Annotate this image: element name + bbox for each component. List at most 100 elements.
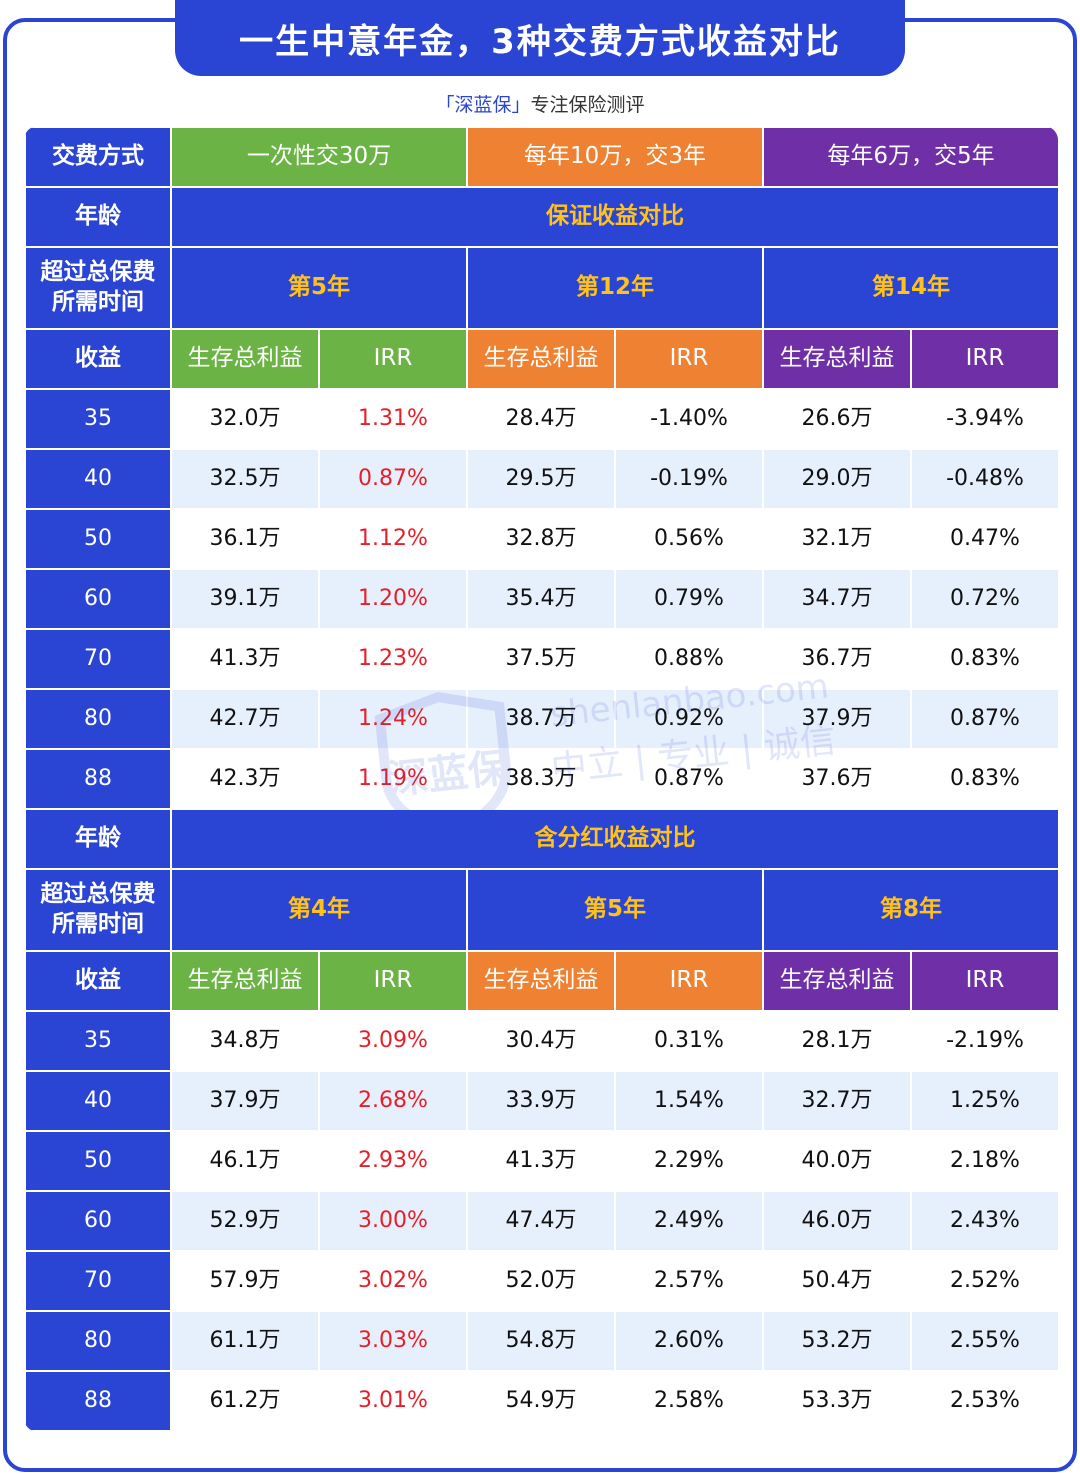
age-cell: 88 (24, 1370, 172, 1432)
irr-cell: -0.48% (910, 448, 1058, 510)
irr-cell: 3.03% (318, 1310, 468, 1372)
benefit-cell: 47.4万 (466, 1190, 616, 1252)
age-cell: 40 (24, 1070, 172, 1132)
irr-cell: 2.60% (614, 1310, 764, 1372)
benefit-cell: 33.9万 (466, 1070, 616, 1132)
benefit-cell: 37.6万 (762, 748, 912, 810)
benefit-cell: 34.7万 (762, 568, 912, 630)
payback-year: 第4年 (170, 868, 468, 952)
irr-cell: 2.18% (910, 1130, 1058, 1192)
benefit-header: 生存总利益 (170, 950, 320, 1012)
irr-cell: 1.20% (318, 568, 468, 630)
irr-header: IRR (614, 950, 764, 1012)
plan-single-payment: 一次性交30万 (170, 126, 468, 188)
payback-year: 第8年 (762, 868, 1058, 952)
subtitle-slogan: 专注保险测评 (530, 94, 645, 116)
benefit-cell: 34.8万 (170, 1010, 320, 1072)
table-row: 50 36.1万 1.12% 32.8万 0.56% 32.1万 0.47% (24, 508, 1058, 570)
table-row: 80 42.7万 1.24% 38.7万 0.92% 37.9万 0.87% (24, 688, 1058, 750)
table-row: 88 42.3万 1.19% 38.3万 0.87% 37.6万 0.83% (24, 748, 1058, 810)
benefit-cell: 41.3万 (466, 1130, 616, 1192)
benefit-cell: 29.5万 (466, 448, 616, 510)
age-label: 年龄 (24, 186, 172, 248)
payback-year: 第5年 (466, 868, 764, 952)
subtitle: 「深蓝保」专注保险测评 (0, 90, 1080, 120)
section-title: 保证收益对比 (170, 186, 1058, 248)
benefit-cell: 28.4万 (466, 388, 616, 450)
benefit-cell: 54.9万 (466, 1370, 616, 1432)
benefit-cell: 35.4万 (466, 568, 616, 630)
benefit-header: 生存总利益 (466, 328, 616, 390)
subheader-row: 收益 生存总利益 IRR 生存总利益 IRR 生存总利益 IRR (24, 950, 1058, 1012)
irr-cell: 0.92% (614, 688, 764, 750)
benefit-cell: 32.8万 (466, 508, 616, 570)
plan-5-year-payment: 每年6万，交5年 (762, 126, 1058, 188)
irr-cell: 0.87% (910, 688, 1058, 750)
benefit-cell: 32.1万 (762, 508, 912, 570)
irr-cell: 1.54% (614, 1070, 764, 1132)
irr-cell: 2.93% (318, 1130, 468, 1192)
benefit-cell: 29.0万 (762, 448, 912, 510)
income-label: 收益 (24, 328, 172, 390)
benefit-cell: 57.9万 (170, 1250, 320, 1312)
benefit-cell: 42.7万 (170, 688, 320, 750)
age-cell: 40 (24, 448, 172, 510)
irr-cell: 3.00% (318, 1190, 468, 1252)
irr-cell: 2.49% (614, 1190, 764, 1252)
table-row: 40 32.5万 0.87% 29.5万 -0.19% 29.0万 -0.48% (24, 448, 1058, 510)
payback-year: 第12年 (466, 246, 764, 330)
age-label: 年龄 (24, 808, 172, 870)
page-title: 一生中意年金，3种交费方式收益对比 (175, 0, 905, 76)
benefit-header: 生存总利益 (466, 950, 616, 1012)
irr-cell: 0.83% (910, 748, 1058, 810)
age-cell: 35 (24, 388, 172, 450)
benefit-cell: 39.1万 (170, 568, 320, 630)
irr-cell: 0.47% (910, 508, 1058, 570)
age-cell: 60 (24, 1190, 172, 1252)
benefit-cell: 61.1万 (170, 1310, 320, 1372)
benefit-header: 生存总利益 (170, 328, 320, 390)
benefit-cell: 32.5万 (170, 448, 320, 510)
irr-header: IRR (910, 328, 1058, 390)
irr-cell: 1.12% (318, 508, 468, 570)
irr-cell: 3.01% (318, 1370, 468, 1432)
section-title-row: 年龄 保证收益对比 (24, 186, 1058, 248)
benefit-cell: 46.1万 (170, 1130, 320, 1192)
payback-row: 超过总保费 所需时间 第4年 第5年 第8年 (24, 868, 1058, 952)
benefit-cell: 37.5万 (466, 628, 616, 690)
benefit-cell: 30.4万 (466, 1010, 616, 1072)
table-row: 60 39.1万 1.20% 35.4万 0.79% 34.7万 0.72% (24, 568, 1058, 630)
benefit-cell: 32.0万 (170, 388, 320, 450)
irr-cell: 0.87% (614, 748, 764, 810)
plan-header-label: 交费方式 (24, 126, 172, 188)
irr-cell: 0.83% (910, 628, 1058, 690)
irr-cell: 2.57% (614, 1250, 764, 1312)
payback-label-line2: 所需时间 (52, 289, 144, 315)
irr-header: IRR (318, 328, 468, 390)
benefit-cell: 41.3万 (170, 628, 320, 690)
irr-cell: 2.29% (614, 1130, 764, 1192)
irr-cell: 0.56% (614, 508, 764, 570)
irr-header: IRR (318, 950, 468, 1012)
payback-label: 超过总保费 所需时间 (24, 868, 172, 952)
plan-3-year-payment: 每年10万，交3年 (466, 126, 764, 188)
benefit-cell: 52.9万 (170, 1190, 320, 1252)
irr-cell: 1.31% (318, 388, 468, 450)
payback-year: 第5年 (170, 246, 468, 330)
payback-label-line1: 超过总保费 (40, 259, 156, 286)
benefit-header: 生存总利益 (762, 950, 912, 1012)
age-cell: 60 (24, 568, 172, 630)
table-row: 88 61.2万 3.01% 54.9万 2.58% 53.3万 2.53% (24, 1370, 1058, 1432)
section-title-row: 年龄 含分红收益对比 (24, 808, 1058, 870)
irr-cell: -0.19% (614, 448, 764, 510)
irr-cell: 3.02% (318, 1250, 468, 1312)
irr-cell: 2.55% (910, 1310, 1058, 1372)
payback-label: 超过总保费 所需时间 (24, 246, 172, 330)
table-row: 35 34.8万 3.09% 30.4万 0.31% 28.1万 -2.19% (24, 1010, 1058, 1072)
benefit-cell: 50.4万 (762, 1250, 912, 1312)
payback-row: 超过总保费 所需时间 第5年 第12年 第14年 (24, 246, 1058, 330)
irr-header: IRR (614, 328, 764, 390)
table-row: 35 32.0万 1.31% 28.4万 -1.40% 26.6万 -3.94% (24, 388, 1058, 450)
irr-cell: 1.24% (318, 688, 468, 750)
benefit-cell: 37.9万 (762, 688, 912, 750)
